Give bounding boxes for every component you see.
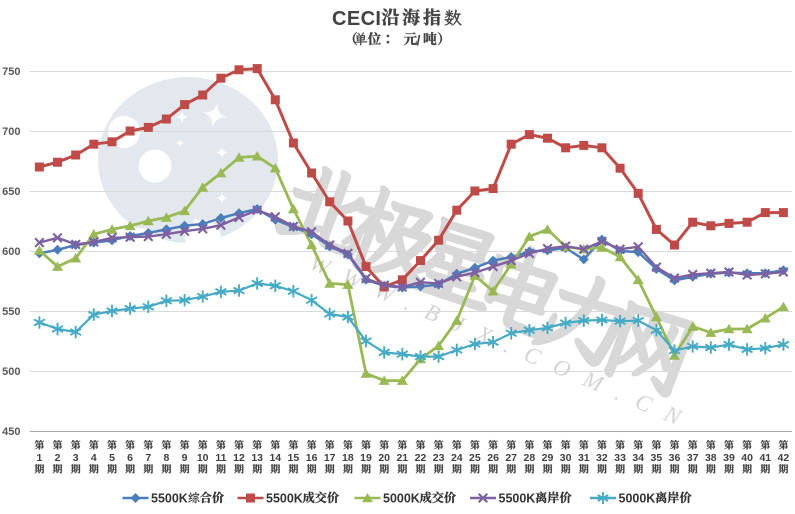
svg-text:5500K: 5500K (499, 492, 536, 506)
svg-text:/: / (417, 32, 421, 48)
svg-text:3: 3 (73, 452, 79, 464)
svg-text:42: 42 (778, 452, 790, 464)
svg-text:5000K: 5000K (383, 492, 420, 506)
svg-text:37: 37 (687, 452, 699, 464)
svg-text:21: 21 (396, 452, 408, 464)
svg-text:30: 30 (560, 452, 572, 464)
svg-text:28: 28 (524, 452, 536, 464)
svg-text:23: 23 (433, 452, 445, 464)
svg-text:4: 4 (91, 452, 97, 464)
svg-text:10: 10 (197, 452, 209, 464)
svg-text:5: 5 (109, 452, 115, 464)
svg-text:1: 1 (36, 452, 42, 464)
svg-text:35: 35 (651, 452, 663, 464)
svg-text:650: 650 (2, 186, 20, 198)
svg-text:500: 500 (2, 366, 20, 378)
svg-text:36: 36 (669, 452, 681, 464)
svg-text:16: 16 (306, 452, 318, 464)
svg-text:5500K: 5500K (151, 492, 188, 506)
svg-text:25: 25 (469, 452, 481, 464)
svg-text:750: 750 (2, 66, 20, 78)
svg-text:CECI: CECI (332, 8, 381, 30)
svg-text:5500K: 5500K (266, 492, 303, 506)
svg-text:31: 31 (578, 452, 590, 464)
svg-text:24: 24 (451, 452, 463, 464)
svg-text:5000K: 5000K (619, 492, 656, 506)
svg-text:600: 600 (2, 246, 20, 258)
svg-text:34: 34 (632, 452, 644, 464)
svg-text:38: 38 (705, 452, 717, 464)
svg-text:12: 12 (233, 452, 245, 464)
svg-text:9: 9 (182, 452, 188, 464)
svg-text:13: 13 (251, 452, 263, 464)
svg-text:8: 8 (163, 452, 169, 464)
svg-text:39: 39 (723, 452, 735, 464)
svg-text:40: 40 (741, 452, 753, 464)
svg-text:550: 550 (2, 306, 20, 318)
svg-text:17: 17 (324, 452, 336, 464)
svg-text:20: 20 (378, 452, 390, 464)
svg-text:26: 26 (487, 452, 499, 464)
svg-text:27: 27 (505, 452, 517, 464)
svg-text:15: 15 (288, 452, 300, 464)
svg-text:22: 22 (415, 452, 427, 464)
svg-text:11: 11 (215, 452, 226, 464)
svg-text:450: 450 (2, 426, 20, 438)
svg-text:7: 7 (145, 452, 151, 464)
svg-text:41: 41 (759, 452, 771, 464)
svg-text:14: 14 (269, 452, 281, 464)
svg-text:19: 19 (360, 452, 372, 464)
svg-text:29: 29 (542, 452, 554, 464)
svg-text:18: 18 (342, 452, 354, 464)
svg-text:33: 33 (614, 452, 626, 464)
svg-text:32: 32 (596, 452, 608, 464)
svg-text:6: 6 (127, 452, 133, 464)
svg-text:700: 700 (2, 126, 20, 138)
svg-text:2: 2 (55, 452, 61, 464)
